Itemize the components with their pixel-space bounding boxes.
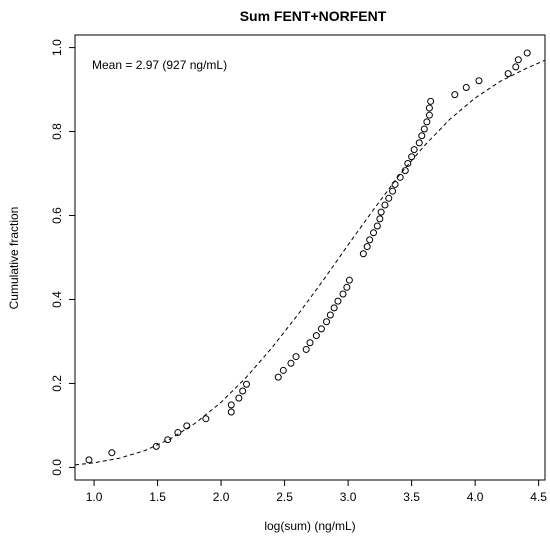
y-tick-label: 0.4 — [50, 291, 64, 308]
y-tick-label: 0.0 — [50, 459, 64, 476]
data-point — [85, 456, 93, 464]
data-point — [330, 304, 338, 312]
x-axis: 1.0 1.5 2.0 2.5 3.0 3.5 4.0 4.5 — [86, 480, 547, 504]
data-point — [377, 208, 385, 216]
y-tick-label: 0.6 — [50, 207, 64, 224]
data-point — [363, 243, 371, 251]
x-tick-label: 3.0 — [340, 490, 357, 504]
data-points — [85, 49, 531, 464]
data-point — [425, 104, 433, 112]
x-tick-label: 3.5 — [403, 490, 420, 504]
data-point — [523, 49, 531, 57]
data-point — [343, 283, 351, 291]
data-point — [376, 215, 384, 223]
data-point — [326, 311, 334, 319]
data-point — [418, 132, 426, 140]
data-point — [242, 380, 250, 388]
data-point — [389, 187, 397, 195]
fitted-cdf-line — [74, 59, 546, 466]
data-point — [381, 201, 389, 209]
data-point — [404, 159, 412, 167]
data-point — [312, 332, 320, 340]
data-point — [274, 373, 282, 381]
data-point — [504, 70, 512, 78]
data-point — [512, 63, 520, 71]
data-point — [462, 83, 470, 91]
data-point — [108, 449, 116, 457]
data-point — [183, 422, 191, 430]
data-point — [287, 359, 295, 367]
data-point — [239, 387, 247, 395]
data-point — [317, 325, 325, 333]
data-point — [425, 111, 433, 119]
data-point — [235, 394, 243, 402]
x-tick-label: 4.0 — [467, 490, 484, 504]
y-tick-label: 0.8 — [50, 123, 64, 140]
data-point — [514, 56, 522, 64]
data-point — [323, 318, 331, 326]
data-point — [292, 353, 300, 361]
data-point — [391, 180, 399, 188]
x-tick-label: 2.5 — [276, 490, 293, 504]
x-tick-label: 1.0 — [86, 490, 103, 504]
data-point — [427, 97, 435, 105]
mean-annotation: Mean = 2.97 (927 ng/mL) — [92, 58, 227, 72]
data-point — [408, 153, 416, 161]
data-point — [202, 415, 210, 423]
data-point — [359, 250, 367, 258]
y-axis-label: Cumulative fraction — [7, 207, 21, 310]
data-point — [227, 401, 235, 409]
data-point — [415, 139, 423, 147]
data-point — [279, 366, 287, 374]
data-point — [385, 194, 393, 202]
data-point — [152, 442, 160, 450]
data-point — [451, 91, 459, 99]
data-point — [345, 276, 353, 284]
data-point — [396, 173, 404, 181]
data-point — [227, 408, 235, 416]
data-point — [420, 125, 428, 133]
data-point — [339, 290, 347, 298]
plot-frame — [74, 34, 546, 481]
x-tick-label: 1.5 — [149, 490, 166, 504]
data-point — [423, 118, 431, 126]
chart-title: Sum FENT+NORFENT — [240, 8, 387, 24]
y-tick-label: 1.0 — [50, 39, 64, 56]
data-point — [306, 339, 314, 347]
data-point — [401, 167, 409, 175]
data-point — [334, 297, 342, 305]
data-point — [475, 77, 483, 85]
data-point — [366, 236, 374, 244]
data-point — [410, 146, 418, 154]
x-axis-label: log(sum) (ng/mL) — [264, 519, 355, 533]
data-point — [164, 436, 172, 444]
y-tick-label: 0.2 — [50, 375, 64, 392]
data-point — [370, 229, 378, 237]
data-point — [302, 345, 310, 353]
data-point — [373, 222, 381, 230]
data-point — [174, 429, 182, 437]
x-tick-label: 2.0 — [213, 490, 230, 504]
y-axis: 0.0 0.2 0.4 0.6 0.8 1.0 — [50, 39, 75, 476]
x-tick-label: 4.5 — [530, 490, 547, 504]
